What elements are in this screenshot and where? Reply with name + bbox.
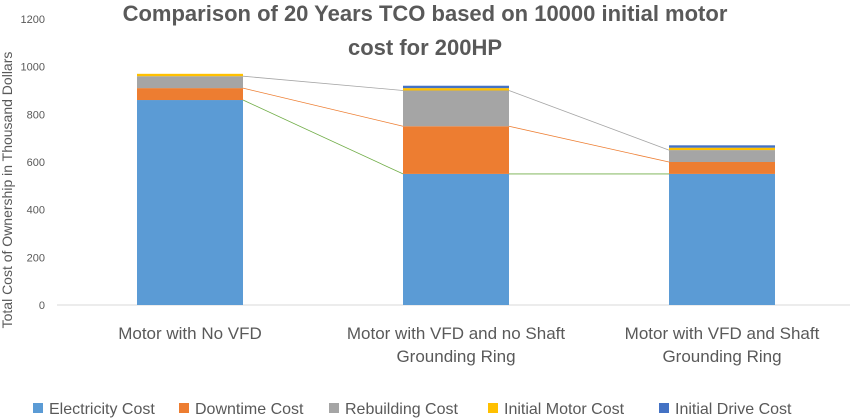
legend-label: Electricity Cost — [49, 401, 155, 418]
series-connector-lines — [242, 75, 670, 175]
legend-swatch — [33, 403, 43, 413]
bar-segment-downtime-cost — [403, 126, 509, 174]
legend-label: Initial Drive Cost — [675, 401, 792, 418]
y-tick-label: 0 — [39, 300, 45, 312]
series-line-rebuilding-cost — [508, 90, 670, 151]
y-tick-label: 1000 — [21, 62, 45, 74]
legend-label: Downtime Cost — [195, 401, 304, 418]
x-axis-category-labels: Motor with No VFD Motor with VFD and no S… — [118, 324, 819, 366]
bar-segment-rebuilding-cost — [669, 150, 775, 162]
y-tick-label: 200 — [27, 252, 45, 264]
series-line-downtime-cost — [242, 87, 404, 127]
series-line-downtime-cost — [508, 125, 670, 163]
y-tick-label: 400 — [27, 205, 45, 217]
bar-segment-rebuilding-cost — [137, 76, 243, 89]
y-axis-ticks: 0 200 400 600 800 1000 1200 — [21, 14, 45, 312]
bar-segment-electricity-cost — [137, 100, 243, 306]
legend-swatch — [659, 403, 669, 413]
y-tick-label: 1200 — [21, 14, 45, 26]
category-label: Motor with VFD and no Shaft — [347, 324, 566, 343]
category-label: Motor with VFD and Shaft — [625, 324, 820, 343]
chart-title-line-2: cost for 200HP — [348, 35, 502, 60]
bar-segment-initial-drive-cost — [669, 145, 775, 148]
category-label: Motor with No VFD — [118, 324, 262, 343]
legend-swatch — [329, 403, 339, 413]
bar-segment-initial-motor-cost — [403, 88, 509, 91]
bar-segment-initial-motor-cost — [669, 147, 775, 151]
y-tick-label: 600 — [27, 157, 45, 169]
legend-label: Initial Motor Cost — [504, 401, 625, 418]
chart-title: Comparison of 20 Years TCO based on 1000… — [123, 1, 728, 60]
bar-segment-rebuilding-cost — [403, 90, 509, 127]
bar-segment-electricity-cost — [403, 173, 509, 305]
y-tick-label: 800 — [27, 109, 45, 121]
bar-segment-initial-motor-cost — [137, 73, 243, 77]
category-label: Grounding Ring — [396, 347, 515, 366]
bar-stacks — [137, 73, 775, 306]
y-axis-label: Total Cost of Ownership in Thousand Doll… — [0, 52, 15, 329]
bar-segment-downtime-cost — [137, 88, 243, 101]
legend-label: Rebuilding Cost — [345, 401, 459, 418]
bar-segment-downtime-cost — [669, 162, 775, 174]
series-line-rebuilding-cost — [242, 75, 404, 91]
legend: Electricity Cost Downtime Cost Rebuilding … — [33, 401, 792, 418]
bar-segment-initial-drive-cost — [403, 85, 509, 89]
series-line-electricity-cost — [242, 99, 404, 175]
legend-swatch — [179, 403, 189, 413]
category-label: Grounding Ring — [662, 347, 781, 366]
legend-swatch — [488, 403, 498, 413]
bar-segment-electricity-cost — [669, 173, 775, 305]
chart-title-line-1: Comparison of 20 Years TCO based on 1000… — [123, 1, 728, 26]
